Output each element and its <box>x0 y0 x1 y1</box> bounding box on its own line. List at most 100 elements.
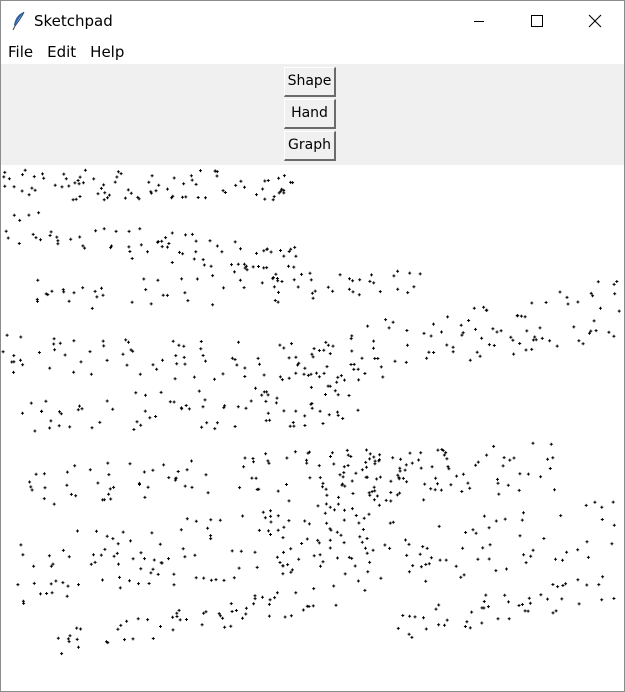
canvas-mark <box>447 467 451 471</box>
canvas-mark <box>261 187 265 191</box>
canvas-mark <box>410 635 414 639</box>
canvas-mark <box>76 408 80 412</box>
canvas-mark <box>262 266 266 270</box>
canvas-mark <box>343 508 346 512</box>
canvas-mark <box>278 375 282 379</box>
canvas-mark <box>332 462 336 466</box>
canvas-mark <box>317 375 321 379</box>
canvas-mark <box>36 299 39 303</box>
canvas-mark <box>252 602 256 606</box>
canvas-mark <box>76 179 80 182</box>
canvas-mark <box>250 476 254 480</box>
canvas-mark <box>367 491 371 495</box>
canvas-mark <box>110 244 113 248</box>
canvas-mark <box>309 278 313 282</box>
canvas-mark <box>174 477 178 480</box>
canvas-mark <box>161 358 164 362</box>
canvas-mark <box>220 250 224 254</box>
canvas-mark <box>441 449 445 452</box>
canvas-mark <box>105 358 109 362</box>
canvas-mark <box>451 350 455 354</box>
close-icon <box>588 14 602 28</box>
canvas-mark <box>387 326 391 330</box>
graph-button[interactable]: Graph <box>284 131 336 161</box>
canvas-mark <box>237 566 241 570</box>
canvas-mark <box>186 299 190 303</box>
canvas-mark <box>260 393 264 397</box>
canvas-mark <box>290 568 294 572</box>
canvas-mark <box>342 465 346 469</box>
canvas-mark <box>202 263 206 267</box>
canvas-mark <box>613 292 617 296</box>
canvas-mark <box>72 291 76 295</box>
canvas-mark <box>213 427 217 431</box>
canvas-mark <box>267 602 271 606</box>
canvas-mark <box>553 488 556 492</box>
canvas-mark <box>218 614 222 618</box>
canvas-mark <box>468 358 472 362</box>
canvas-mark <box>236 405 240 409</box>
canvas-mark <box>108 487 112 491</box>
canvas-mark <box>329 455 332 458</box>
canvas-mark <box>60 652 64 656</box>
canvas-mark <box>273 596 277 600</box>
canvas-mark <box>50 591 54 595</box>
canvas-mark <box>34 236 38 240</box>
maximize-button[interactable] <box>508 1 566 41</box>
canvas-mark <box>51 562 55 566</box>
canvas-mark <box>597 583 601 587</box>
canvas-mark <box>147 582 151 585</box>
minimize-button[interactable] <box>450 1 508 41</box>
canvas-mark <box>60 185 64 189</box>
canvas-mark <box>268 598 272 602</box>
canvas-mark <box>339 374 343 378</box>
menu-edit[interactable]: Edit <box>47 43 77 61</box>
canvas-mark <box>322 348 326 352</box>
canvas-mark <box>273 299 277 302</box>
canvas-mark <box>269 509 272 513</box>
canvas-mark <box>179 528 183 532</box>
canvas-mark <box>37 211 41 215</box>
canvas-mark <box>291 421 295 424</box>
canvas-mark <box>487 343 491 347</box>
scatter-marks <box>1 168 621 656</box>
canvas-mark <box>381 375 385 379</box>
hand-button[interactable]: Hand <box>284 99 336 129</box>
canvas-mark <box>126 188 130 192</box>
canvas-mark <box>475 350 479 354</box>
canvas-mark <box>326 343 330 347</box>
canvas-mark <box>269 514 273 518</box>
canvas-mark <box>282 525 286 529</box>
shape-button[interactable]: Shape <box>284 67 336 97</box>
menu-help[interactable]: Help <box>90 43 125 61</box>
canvas-mark <box>159 390 163 394</box>
canvas-mark <box>311 604 315 608</box>
canvas-mark <box>455 474 459 478</box>
canvas-mark <box>211 274 215 278</box>
canvas-mark <box>393 359 397 363</box>
canvas-mark <box>67 184 71 188</box>
menu-file[interactable]: File <box>8 43 34 61</box>
canvas-mark <box>531 441 535 445</box>
canvas-mark <box>68 634 72 638</box>
canvas-mark <box>88 468 92 472</box>
canvas-mark <box>558 290 562 294</box>
canvas-mark <box>408 451 412 455</box>
canvas-mark <box>33 188 37 192</box>
canvas-mark <box>23 168 27 172</box>
close-button[interactable] <box>566 1 624 41</box>
canvas-mark <box>531 338 535 342</box>
drawing-canvas[interactable] <box>1 165 624 691</box>
canvas-mark <box>196 196 200 199</box>
canvas-mark <box>496 481 500 485</box>
canvas-mark <box>76 529 79 533</box>
canvas-mark <box>350 349 354 353</box>
canvas-mark <box>144 288 148 292</box>
canvas-mark <box>509 335 513 339</box>
canvas-mark <box>287 519 291 523</box>
canvas-mark <box>12 370 15 374</box>
canvas-mark <box>200 623 204 627</box>
canvas-mark <box>335 530 339 534</box>
title-bar[interactable]: Sketchpad <box>1 1 624 41</box>
canvas-mark <box>137 481 141 485</box>
